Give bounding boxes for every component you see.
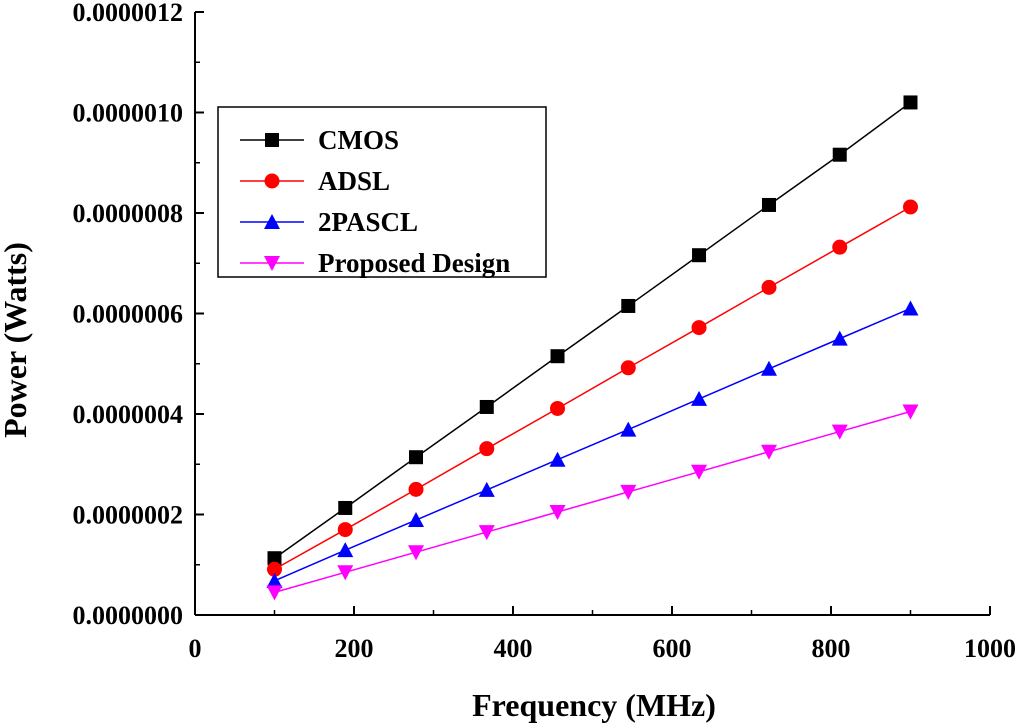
data-point-adsl	[267, 561, 282, 577]
legend-entry-proposed-design: Proposed Design	[240, 248, 510, 278]
legend-entry-cmos: CMOS	[240, 125, 399, 155]
data-point-cmos	[409, 450, 424, 465]
y-tick-label: 0.0000000	[73, 601, 184, 630]
x-tick-label: 600	[653, 634, 692, 663]
x-tick-label: 1000	[964, 634, 1016, 663]
data-point-2pascl	[337, 542, 354, 558]
y-tick-label: 0.0000010	[73, 99, 184, 128]
legend-entry-2pascl: 2PASCL	[240, 207, 418, 237]
x-tick-label: 0	[189, 634, 202, 663]
series-2pascl	[266, 300, 919, 588]
data-point-2pascl	[408, 512, 425, 528]
data-point-cmos	[479, 399, 494, 414]
legend-label-2pascl: 2PASCL	[318, 207, 418, 237]
data-point-2pascl	[760, 360, 777, 376]
x-axis-title: Frequency (MHz)	[472, 687, 716, 723]
series-line-cmos	[274, 101, 911, 559]
data-point-2pascl	[831, 330, 848, 346]
data-point-cmos	[903, 95, 918, 110]
data-point-2pascl	[691, 390, 708, 406]
legend: CMOS ADSL 2PASCL Proposed Design	[217, 106, 547, 278]
y-tick-label: 0.0000002	[73, 501, 184, 530]
data-point-proposed-design	[691, 464, 708, 480]
data-point-adsl	[832, 239, 848, 255]
legend-marker-proposed-design	[264, 256, 280, 271]
series-line-adsl	[274, 206, 911, 570]
data-point-cmos	[267, 551, 282, 566]
legend-label-cmos: CMOS	[318, 125, 399, 155]
data-point-proposed-design	[902, 404, 919, 420]
legend-label-proposed-design: Proposed Design	[318, 248, 510, 278]
data-point-proposed-design	[831, 424, 848, 440]
legend-marker-adsl	[264, 173, 280, 189]
series-cmos	[267, 95, 918, 566]
data-point-proposed-design	[478, 525, 495, 541]
data-point-proposed-design	[408, 545, 425, 561]
series-layer	[266, 95, 919, 601]
y-tick-label: 0.0000008	[73, 199, 184, 228]
data-point-adsl	[691, 320, 707, 336]
data-point-2pascl	[266, 572, 283, 588]
data-point-proposed-design	[266, 585, 283, 601]
data-point-adsl	[903, 199, 918, 215]
data-point-2pascl	[902, 300, 919, 316]
data-point-adsl	[761, 279, 777, 295]
x-tick-label: 200	[335, 634, 374, 663]
data-point-adsl	[337, 522, 353, 538]
data-point-adsl	[550, 400, 566, 416]
axes	[194, 12, 990, 616]
y-axis-title: Power (Watts)	[0, 242, 33, 438]
data-point-cmos	[832, 147, 847, 162]
data-point-adsl	[479, 441, 495, 457]
data-point-cmos	[621, 298, 636, 313]
data-point-proposed-design	[337, 565, 354, 581]
legend-entry-adsl: ADSL	[240, 166, 390, 196]
y-tick-label: 0.0000012	[73, 0, 184, 27]
data-point-proposed-design	[620, 484, 637, 500]
data-point-proposed-design	[760, 444, 777, 460]
y-tick-label: 0.0000004	[73, 400, 184, 429]
x-tick-label: 400	[494, 634, 533, 663]
data-point-cmos	[338, 500, 353, 515]
series-line-2pascl	[274, 307, 911, 582]
series-adsl	[267, 199, 918, 577]
data-point-2pascl	[620, 421, 637, 437]
data-point-cmos	[761, 197, 776, 212]
legend-marker-cmos	[265, 133, 279, 147]
data-point-2pascl	[478, 481, 495, 497]
ticks: 0 200 400 600 800 1000 0.0000000 0.0000002 0.000…	[73, 0, 1017, 663]
data-point-proposed-design	[549, 504, 566, 520]
legend-label-adsl: ADSL	[318, 166, 390, 196]
data-point-cmos	[692, 248, 707, 263]
data-point-cmos	[550, 349, 565, 364]
series-proposed-design	[266, 404, 919, 601]
series-line-proposed-design	[274, 410, 911, 594]
data-point-2pascl	[549, 451, 566, 467]
data-point-adsl	[620, 360, 636, 376]
x-tick-label: 800	[812, 634, 851, 663]
data-point-adsl	[408, 481, 424, 497]
y-tick-label: 0.0000006	[73, 300, 184, 329]
legend-marker-2pascl	[264, 214, 280, 229]
